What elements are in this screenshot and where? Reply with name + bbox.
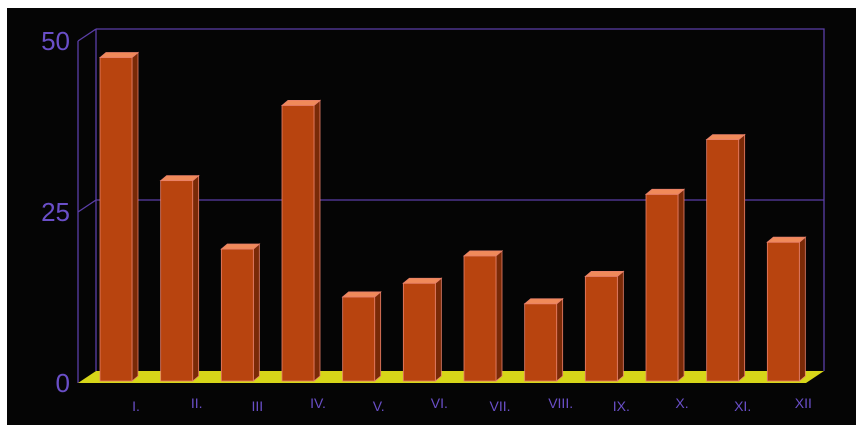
bar-front-face	[281, 105, 315, 382]
y-tick-label: 0	[56, 368, 70, 398]
bar	[766, 236, 807, 382]
y-tick-label: 50	[41, 26, 70, 56]
bars	[98, 51, 807, 382]
bar	[280, 99, 322, 382]
bar-front-face	[645, 193, 679, 382]
bar-front-face	[524, 303, 558, 382]
bar-front-face	[402, 282, 436, 382]
bar-top-face	[705, 134, 746, 141]
bar-top-face	[220, 243, 261, 250]
bar-front-face	[220, 248, 254, 382]
bar-front-face	[584, 275, 618, 382]
bar-side-face	[374, 291, 382, 382]
x-tick-label: I.	[132, 398, 140, 414]
bar-front-face	[463, 255, 497, 382]
bar-side-face	[434, 277, 442, 382]
bar-top-face	[402, 277, 443, 284]
bar-side-face	[495, 250, 503, 382]
bar	[523, 297, 564, 382]
x-tick-label: IV.	[310, 395, 326, 411]
bar-top-face	[523, 298, 564, 305]
x-tick-label: III	[251, 398, 263, 414]
bar	[462, 250, 504, 382]
bar-side-face	[798, 236, 806, 382]
bar	[341, 291, 382, 382]
chart-walls	[77, 28, 825, 383]
x-tick-label: X.	[675, 395, 688, 411]
bar-top-face	[341, 291, 382, 298]
y-axis-ticks: 0 25 50	[41, 26, 70, 398]
top-left-edge	[77, 28, 97, 42]
bar-side-face	[738, 133, 746, 382]
floor-plane	[78, 371, 824, 383]
bar	[705, 133, 746, 382]
bar	[644, 188, 686, 382]
bar-side-face	[192, 174, 200, 382]
bar-side-face	[131, 51, 139, 382]
bar-side-face	[677, 188, 685, 382]
bar-top-face	[159, 175, 200, 182]
bar-side-face	[616, 270, 624, 382]
x-tick-label: XII	[795, 395, 812, 411]
bar-side-face	[313, 99, 321, 382]
back-wall-outline	[96, 28, 825, 371]
bar	[159, 174, 200, 382]
bar-front-face	[99, 57, 133, 382]
bar-top-face	[280, 100, 322, 106]
bar	[402, 277, 443, 382]
bar-front-face	[160, 180, 194, 382]
bar-side-face	[252, 243, 260, 382]
gridline-25	[77, 199, 824, 213]
x-tick-label: VI.	[431, 395, 448, 411]
chart-floor	[78, 371, 824, 383]
bar-top-face	[462, 250, 504, 257]
x-tick-label: IX.	[613, 398, 630, 414]
x-tick-label: II.	[191, 395, 203, 411]
bar	[220, 243, 261, 382]
bar-top-face	[766, 236, 807, 243]
bar-front-face	[766, 241, 800, 382]
bar-front-face	[342, 296, 376, 382]
x-tick-label: XI.	[734, 398, 751, 414]
bar	[98, 51, 140, 382]
bar-side-face	[556, 297, 564, 382]
bar-top-face	[584, 270, 625, 277]
bar-front-face	[706, 139, 740, 382]
bar-top-face	[98, 52, 140, 58]
x-tick-label: V.	[373, 398, 385, 414]
y-tick-label: 25	[41, 197, 70, 227]
bar-top-face	[644, 188, 686, 195]
x-axis-ticks: I. II. III IV. V. VI. VII. VIII. IX. X. XI. XII	[132, 395, 812, 414]
x-tick-label: VIII.	[548, 395, 573, 411]
bar	[584, 270, 625, 382]
x-tick-label: VII.	[489, 398, 510, 414]
